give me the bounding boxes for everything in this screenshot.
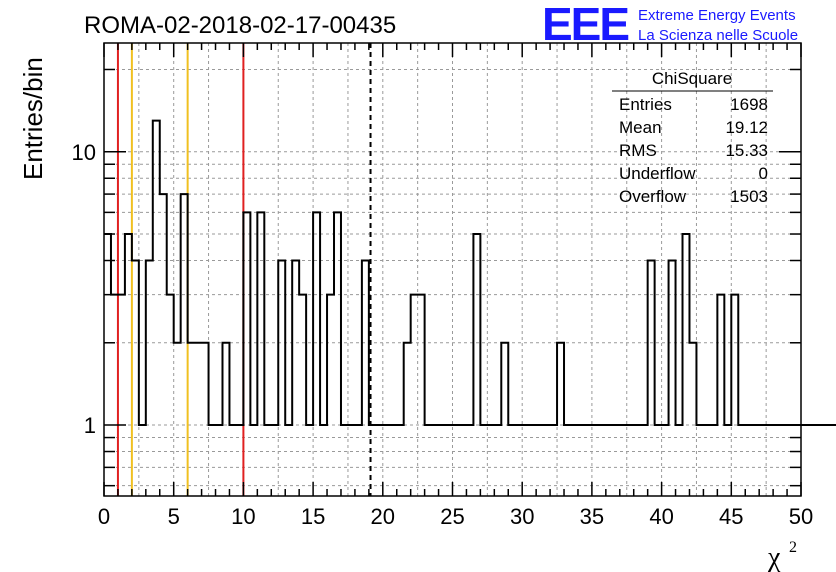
x-tick-labels: 0 5 10 15 20 25 30 35 40 45 50 (98, 504, 813, 529)
stats-row-label: Overflow (619, 187, 687, 206)
x-tick-label: 5 (168, 504, 180, 529)
x-axis-label-superscript: 2 (789, 539, 797, 556)
y-tick-label: 1 (84, 413, 96, 438)
eee-logo: EEE Extreme Energy Events La Scienza nel… (542, 0, 798, 50)
y-axis-label: Entries/bin (18, 57, 48, 180)
stats-row-value: 19.12 (725, 118, 768, 137)
stats-row-label: Mean (619, 118, 662, 137)
stats-row-label: Underflow (619, 164, 696, 183)
x-tick-label: 15 (301, 504, 325, 529)
x-axis-label-symbol: χ (767, 542, 781, 572)
eee-logo-line2: La Scienza nelle Scuole (638, 27, 798, 44)
stats-row-value: 1698 (730, 95, 768, 114)
stats-box: ChiSquare Entries 1698 Mean 19.12 RMS 15.33 Un… (612, 67, 773, 207)
stats-row-value: 0 (759, 164, 768, 183)
stats-row-label: RMS (619, 141, 657, 160)
x-axis-label: χ 2 (767, 539, 797, 572)
x-tick-label: 40 (649, 504, 673, 529)
x-tick-label: 25 (440, 504, 464, 529)
eee-logo-line1: Extreme Energy Events (638, 7, 796, 24)
chart-title: ROMA-02-2018-02-17-00435 (84, 12, 396, 39)
stats-row-label: Entries (619, 95, 672, 114)
x-tick-label: 30 (510, 504, 534, 529)
stats-row-value: 1503 (730, 187, 768, 206)
x-tick-label: 20 (371, 504, 395, 529)
x-tick-label: 0 (98, 504, 110, 529)
axis-ticks (103, 43, 802, 496)
x-tick-label: 10 (231, 504, 255, 529)
x-tick-label: 35 (580, 504, 604, 529)
histogram-series (104, 119, 836, 427)
stats-title: ChiSquare (652, 69, 732, 88)
y-tick-labels: 1 10 (72, 140, 96, 438)
x-tick-label: 50 (789, 504, 813, 529)
y-tick-label: 10 (72, 140, 96, 165)
x-tick-label: 45 (719, 504, 743, 529)
stats-row-value: 15.33 (725, 141, 768, 160)
eee-logo-mark: EEE (542, 0, 628, 50)
stats-box-frame (612, 67, 773, 207)
